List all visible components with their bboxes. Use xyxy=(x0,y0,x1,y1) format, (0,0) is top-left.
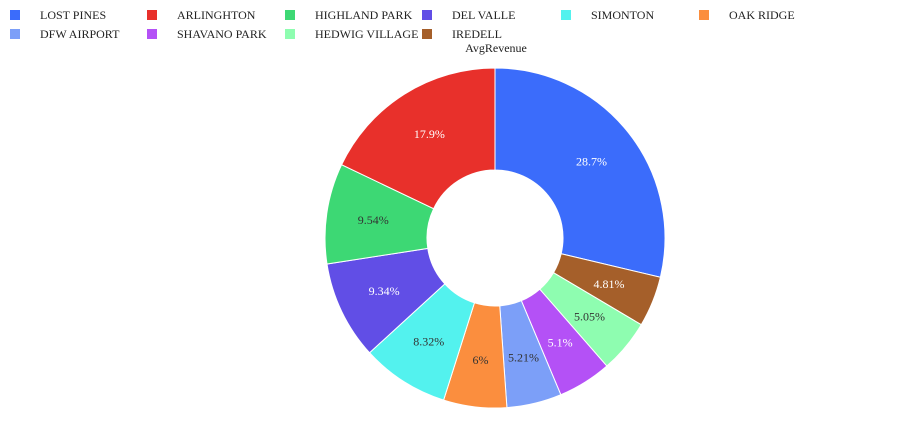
legend-swatch xyxy=(10,10,20,20)
slice-labels: 28.7% 4.81% 5.05%5.1% 5.21% 6% 8.32% 9.34% 9.54… xyxy=(358,127,625,367)
chart-title: AvgRevenue xyxy=(465,41,527,55)
legend-swatch xyxy=(699,10,709,20)
slice-label-iredell: 4.81% xyxy=(594,277,625,291)
legend-item-simonton[interactable]: SIMONTON xyxy=(561,8,654,22)
legend-label: HEDWIG VILLAGE xyxy=(315,27,418,41)
legend-label: SHAVANO PARK xyxy=(177,27,267,41)
legend-label: LOST PINES xyxy=(40,8,106,22)
legend-label: SIMONTON xyxy=(591,8,654,22)
slice-label-simonton: 8.32% xyxy=(413,335,444,349)
legend-swatch xyxy=(147,29,157,39)
legend-label: DFW AIRPORT xyxy=(40,27,120,41)
legend-swatch xyxy=(285,10,295,20)
legend-swatch xyxy=(147,10,157,20)
legend-item-dfw-airport[interactable]: DFW AIRPORT xyxy=(10,27,120,41)
legend-item-oak-ridge[interactable]: OAK RIDGE xyxy=(699,8,795,22)
slice-label-highland-park: 9.54% xyxy=(358,213,389,227)
legend-item-highland-park[interactable]: HIGHLAND PARK xyxy=(285,8,413,22)
legend-item-iredell[interactable]: IREDELL xyxy=(422,27,502,41)
legend-item-lost-pines[interactable]: LOST PINES xyxy=(10,8,106,22)
legend-swatch xyxy=(561,10,571,20)
legend: LOST PINES ARLINGHTON HIGHLAND PARK DEL VAL… xyxy=(10,8,795,41)
legend-label: ARLINGHTON xyxy=(177,8,256,22)
donut-slices xyxy=(324,67,666,409)
legend-swatch xyxy=(422,10,432,20)
slice-label-shavano-park: 5.1% xyxy=(548,335,573,349)
legend-item-shavano-park[interactable]: SHAVANO PARK xyxy=(147,27,267,41)
slice-label-arlinghton: 17.9% xyxy=(414,127,445,141)
slice-lost-pines[interactable] xyxy=(494,67,666,278)
legend-item-arlinghton[interactable]: ARLINGHTON xyxy=(147,8,256,22)
slice-arlinghton[interactable] xyxy=(340,67,496,210)
legend-item-del-valle[interactable]: DEL VALLE xyxy=(422,8,515,22)
slice-label-oak-ridge: 6% xyxy=(472,353,488,367)
slice-label-del-valle: 9.34% xyxy=(369,284,400,298)
legend-swatch xyxy=(422,29,432,39)
legend-label: OAK RIDGE xyxy=(729,8,795,22)
legend-item-hedwig-village[interactable]: HEDWIG VILLAGE xyxy=(285,27,418,41)
legend-swatch xyxy=(285,29,295,39)
slice-label-dfw-airport: 5.21% xyxy=(508,351,539,365)
slice-label-hedwig-village: 5.05% xyxy=(574,310,605,324)
slice-label-lost-pines: 28.7% xyxy=(576,155,607,169)
legend-label: DEL VALLE xyxy=(452,8,515,22)
legend-label: HIGHLAND PARK xyxy=(315,8,413,22)
legend-swatch xyxy=(10,29,20,39)
legend-label: IREDELL xyxy=(452,27,502,41)
